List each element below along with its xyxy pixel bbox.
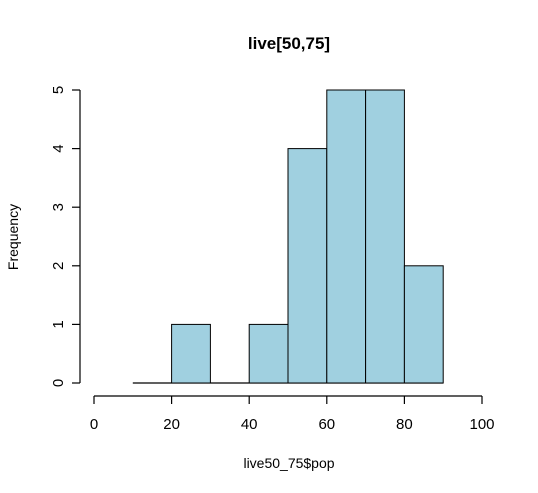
y-tick-label: 2 (50, 262, 67, 270)
histogram-bar (404, 266, 443, 383)
y-tick-label: 0 (50, 379, 67, 387)
y-tick-label: 3 (50, 203, 67, 211)
histogram-bar (172, 324, 211, 383)
x-tick-label: 100 (469, 416, 494, 433)
histogram-bar (288, 149, 327, 383)
x-tick-label: 40 (241, 416, 258, 433)
histogram-bar (366, 90, 405, 383)
x-tick-label: 20 (163, 416, 180, 433)
x-axis: 0 20 40 60 80 100 (90, 396, 495, 433)
y-tick-label: 4 (50, 144, 67, 152)
histogram-bar (249, 324, 288, 383)
histogram-bar (327, 90, 366, 383)
x-axis-label: live50_75$pop (243, 455, 334, 471)
x-tick-label: 80 (396, 416, 413, 433)
chart-title: live[50,75] (248, 34, 330, 53)
y-tick-label: 1 (50, 320, 67, 328)
bars-group (133, 90, 443, 383)
y-axis: 0 1 2 3 4 5 (50, 86, 80, 387)
x-tick-label: 0 (90, 416, 98, 433)
x-tick-label: 60 (318, 416, 335, 433)
y-axis-label: Frequency (5, 204, 21, 270)
y-tick-label: 5 (50, 86, 67, 94)
